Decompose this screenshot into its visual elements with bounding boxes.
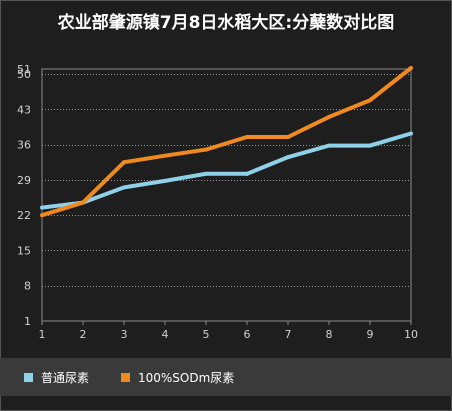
legend-item-1: 100%SODm尿素 <box>121 369 234 385</box>
legend-item-0: 普通尿素 <box>24 369 89 385</box>
data-point-1-6 <box>286 135 290 140</box>
data-point-1-5 <box>245 135 249 140</box>
data-point-1-2 <box>122 160 126 165</box>
data-point-0-9 <box>409 131 413 136</box>
x-tick-label-7: 8 <box>326 328 333 341</box>
data-point-0-5 <box>245 171 249 176</box>
x-tick-label-1: 2 <box>80 328 87 341</box>
data-point-0-6 <box>286 155 290 160</box>
y-tick-label-4: 29 <box>17 174 31 187</box>
data-point-1-1 <box>81 200 85 205</box>
x-tick-label-3: 4 <box>162 328 169 341</box>
y-tick-label-3: 22 <box>17 209 31 222</box>
x-tick-label-0: 1 <box>39 328 46 341</box>
x-tick-label-6: 7 <box>285 328 292 341</box>
x-tick-label-8: 9 <box>367 328 374 341</box>
series-line-1 <box>41 66 413 218</box>
data-point-1-8 <box>368 98 372 103</box>
data-point-0-0 <box>40 205 44 210</box>
chart-title: 农业部肇源镇7月8日水稻大区:分蘖数对比图 <box>57 13 395 33</box>
y-tick-label-8: 51 <box>17 63 31 76</box>
y-tick-label-1: 8 <box>24 280 31 293</box>
legend-label-1: 100%SODm尿素 <box>138 370 235 385</box>
y-tick-label-5: 36 <box>17 139 31 152</box>
y-tick-label-2: 15 <box>17 244 31 257</box>
data-point-1-0 <box>40 213 44 218</box>
data-point-1-4 <box>204 147 208 152</box>
x-tick-label-9: 10 <box>404 328 418 341</box>
x-tick-label-5: 6 <box>244 328 251 341</box>
data-point-1-3 <box>163 153 167 158</box>
y-tick-label-6: 43 <box>17 103 31 116</box>
legend: 普通尿素 100%SODm尿素 <box>0 358 452 396</box>
data-point-0-7 <box>327 143 331 148</box>
series-line-0 <box>41 131 412 210</box>
x-tick-label-2: 3 <box>121 328 128 341</box>
data-point-0-3 <box>163 178 167 183</box>
y-tick-label-7: 50 <box>17 68 31 81</box>
data-point-0-2 <box>122 185 126 190</box>
x-tick-label-4: 5 <box>203 328 210 341</box>
legend-swatch-0 <box>24 372 33 382</box>
y-tick-label-0: 1 <box>24 315 31 328</box>
legend-swatch-1 <box>121 372 130 382</box>
data-point-1-7 <box>327 114 331 119</box>
data-point-0-8 <box>368 143 372 148</box>
legend-label-0: 普通尿素 <box>41 370 90 385</box>
data-point-1-9 <box>409 65 413 70</box>
data-point-0-4 <box>204 171 208 176</box>
plot-border <box>41 68 412 322</box>
